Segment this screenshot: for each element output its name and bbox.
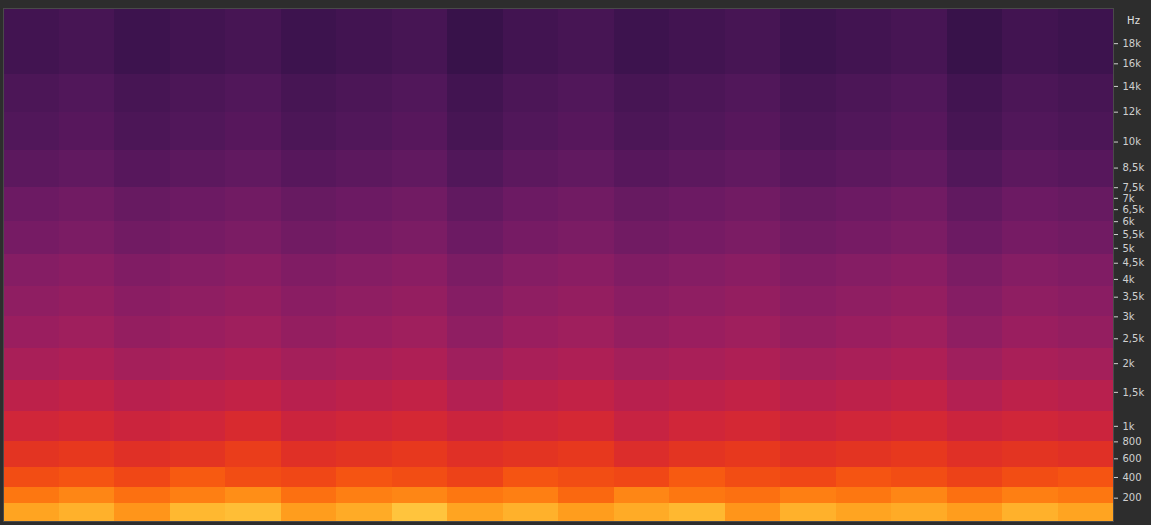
svg-text:7k: 7k	[1123, 193, 1135, 204]
svg-text:6k: 6k	[1123, 216, 1135, 227]
svg-text:7,5k: 7,5k	[1123, 182, 1145, 193]
svg-text:10k: 10k	[1123, 136, 1142, 147]
svg-text:3,5k: 3,5k	[1123, 291, 1145, 302]
svg-text:5k: 5k	[1123, 243, 1135, 254]
svg-text:3k: 3k	[1123, 311, 1135, 322]
svg-text:8,5k: 8,5k	[1123, 162, 1145, 173]
svg-text:200: 200	[1123, 492, 1142, 503]
svg-text:12k: 12k	[1123, 106, 1142, 117]
svg-text:Hz: Hz	[1127, 15, 1140, 26]
svg-text:400: 400	[1123, 472, 1142, 483]
svg-text:2k: 2k	[1123, 358, 1135, 369]
svg-text:1,5k: 1,5k	[1123, 387, 1145, 398]
svg-text:5,5k: 5,5k	[1123, 229, 1145, 240]
svg-text:16k: 16k	[1123, 58, 1142, 69]
svg-text:18k: 18k	[1123, 38, 1142, 49]
svg-text:6,5k: 6,5k	[1123, 204, 1145, 215]
svg-text:2,5k: 2,5k	[1123, 333, 1145, 344]
svg-text:800: 800	[1123, 436, 1142, 447]
svg-text:4k: 4k	[1123, 274, 1135, 285]
svg-text:600: 600	[1123, 453, 1142, 464]
svg-text:14k: 14k	[1123, 81, 1142, 92]
svg-text:1k: 1k	[1123, 421, 1135, 432]
svg-text:4,5k: 4,5k	[1123, 257, 1145, 268]
